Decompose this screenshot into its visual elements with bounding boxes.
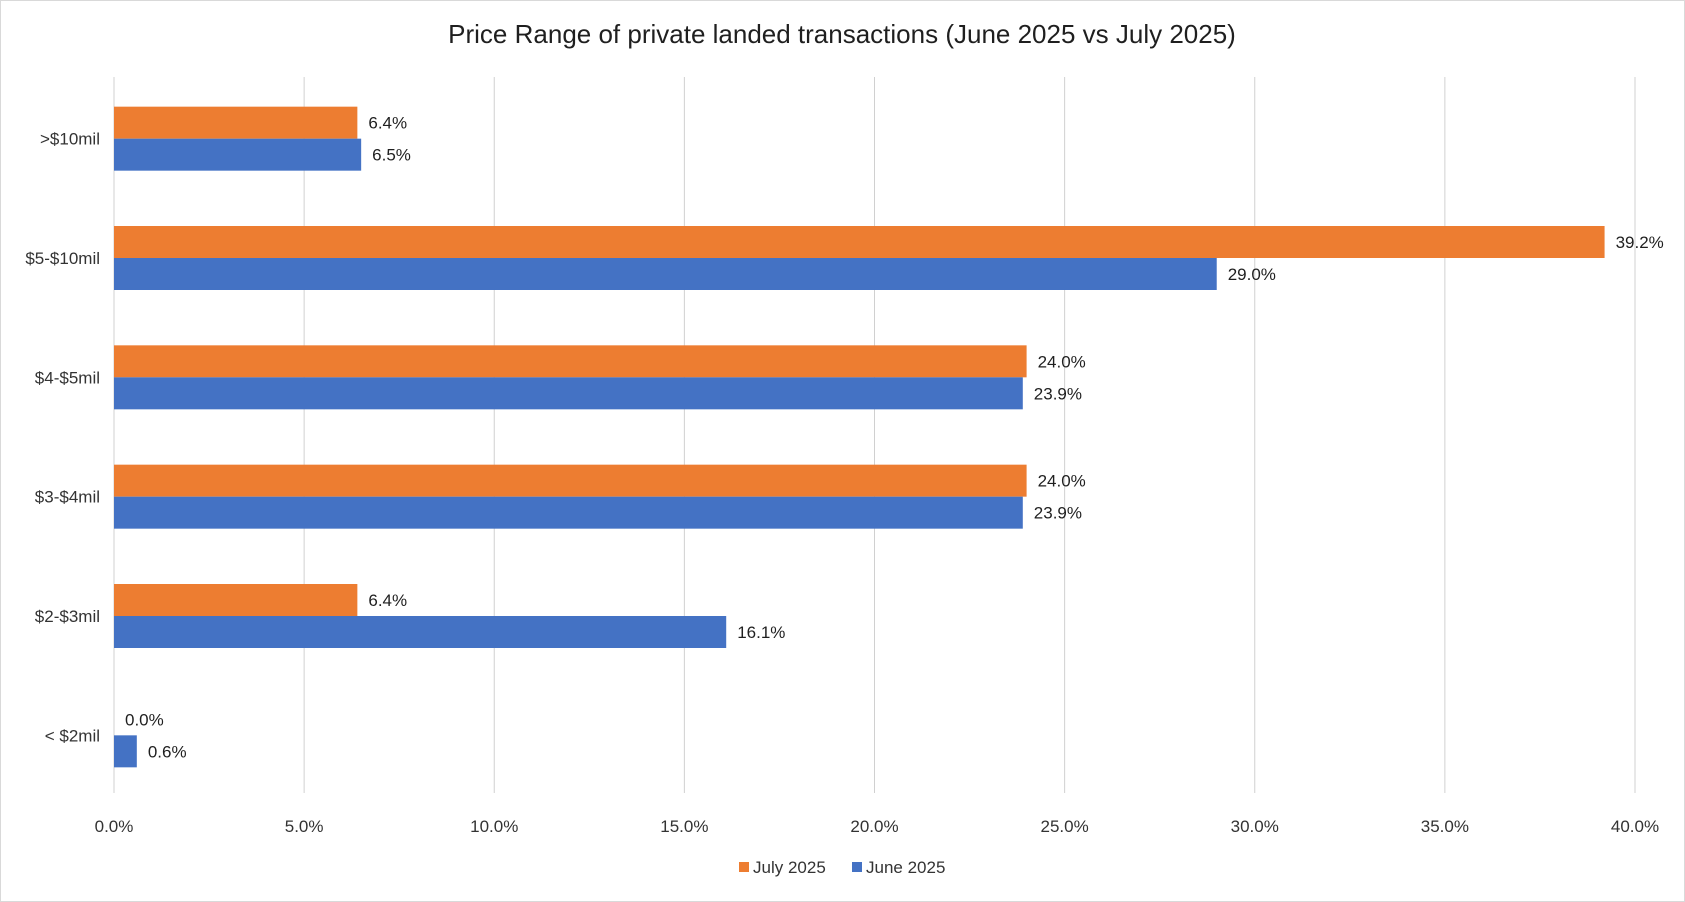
bar-june-2025 <box>114 735 137 768</box>
data-labels: 0.0% 0.6% 6.4% 16.1% 24.0% 23.9% 24.0% 23.9% 39.… <box>125 114 1664 762</box>
data-label-june-2025: 23.9% <box>1034 504 1082 523</box>
category-axis: < $2mil $2-$3mil $3-$4mil $4-$5mil $5-$10mil… <box>25 130 100 746</box>
x-tick-label: 25.0% <box>1041 817 1089 836</box>
bars <box>114 106 1605 768</box>
category-label: < $2mil <box>45 726 100 745</box>
gridlines <box>113 77 1636 793</box>
x-tick-label: 30.0% <box>1231 817 1279 836</box>
x-tick-label: 20.0% <box>850 817 898 836</box>
bar-june-2025 <box>114 138 362 171</box>
legend-swatch <box>852 862 862 872</box>
x-tick-label: 10.0% <box>470 817 518 836</box>
x-tick-label: 5.0% <box>285 817 324 836</box>
data-label-july-2025: 24.0% <box>1038 472 1086 491</box>
bar-june-2025 <box>114 258 1217 290</box>
bar-july-2025 <box>114 345 1027 378</box>
category-label: $2-$3mil <box>35 607 100 626</box>
data-label-july-2025: 0.0% <box>125 710 164 729</box>
x-tick-label: 15.0% <box>660 817 708 836</box>
data-label-june-2025: 23.9% <box>1034 384 1082 403</box>
data-label-july-2025: 39.2% <box>1616 233 1664 252</box>
category-label: >$10mil <box>40 130 100 149</box>
bar-july-2025 <box>114 226 1605 258</box>
legend: July 2025 June 2025 <box>739 858 945 877</box>
legend-label: June 2025 <box>866 858 945 877</box>
category-label: $3-$4mil <box>35 488 100 507</box>
chart-title: Price Range of private landed transactio… <box>448 19 1236 49</box>
data-label-june-2025: 6.5% <box>372 146 411 165</box>
data-label-july-2025: 24.0% <box>1038 352 1086 371</box>
legend-label: July 2025 <box>753 858 826 877</box>
data-label-june-2025: 16.1% <box>737 623 785 642</box>
x-tick-label: 35.0% <box>1421 817 1469 836</box>
bar-july-2025 <box>114 106 358 139</box>
data-label-june-2025: 29.0% <box>1228 265 1276 284</box>
bar-july-2025 <box>114 584 358 616</box>
x-tick-label: 40.0% <box>1611 817 1659 836</box>
legend-swatch <box>739 862 749 872</box>
bar-june-2025 <box>114 496 1023 529</box>
category-label: $4-$5mil <box>35 368 100 387</box>
bar-july-2025 <box>114 464 1027 497</box>
x-tick-label: 0.0% <box>95 817 134 836</box>
category-label: $5-$10mil <box>25 249 100 268</box>
data-label-july-2025: 6.4% <box>368 114 407 133</box>
data-label-june-2025: 0.6% <box>148 742 187 761</box>
value-axis: 0.0% 5.0% 10.0% 15.0% 20.0% 25.0% 30.0% 35.0% 40… <box>95 817 1659 836</box>
bar-june-2025 <box>114 616 727 648</box>
data-label-july-2025: 6.4% <box>368 591 407 610</box>
bar-june-2025 <box>114 377 1023 410</box>
